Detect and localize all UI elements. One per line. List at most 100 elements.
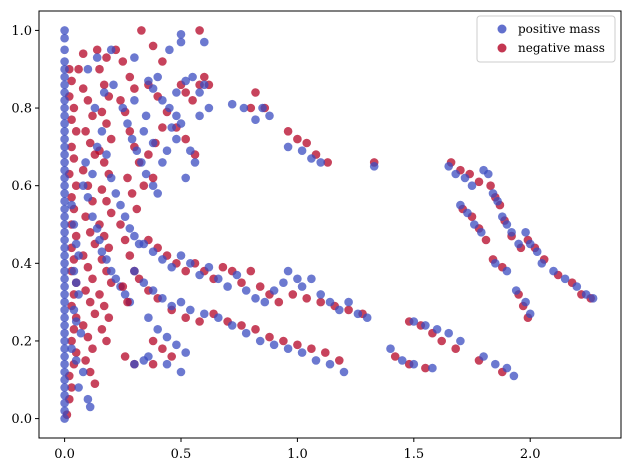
point-positive-mass xyxy=(83,394,93,404)
point-positive-mass xyxy=(335,305,344,315)
plot-frame xyxy=(38,10,622,439)
point-negative-mass xyxy=(116,220,125,229)
point-positive-mass xyxy=(60,328,69,338)
point-positive-mass xyxy=(144,313,153,323)
point-positive-mass xyxy=(167,262,176,272)
point-positive-mass xyxy=(137,158,146,167)
point-negative-mass xyxy=(125,72,135,82)
point-negative-mass xyxy=(125,127,135,136)
x-tick-label: 0.0 xyxy=(54,447,75,462)
point-positive-mass xyxy=(74,383,83,392)
point-negative-mass xyxy=(71,181,81,190)
point-positive-mass xyxy=(158,255,167,264)
point-positive-mass xyxy=(176,30,186,39)
point-negative-mass xyxy=(137,26,146,35)
point-positive-mass xyxy=(60,352,69,361)
point-positive-mass xyxy=(227,99,237,109)
point-positive-mass xyxy=(125,224,135,233)
point-negative-mass xyxy=(421,363,430,373)
point-positive-mass xyxy=(525,239,535,249)
point-positive-mass xyxy=(269,286,279,295)
point-positive-mass xyxy=(111,189,121,198)
point-positive-mass xyxy=(470,220,479,229)
point-positive-mass xyxy=(123,119,132,128)
point-positive-mass xyxy=(232,270,242,280)
point-positive-mass xyxy=(102,255,111,264)
point-positive-mass xyxy=(491,359,500,369)
point-negative-mass xyxy=(69,103,79,113)
point-positive-mass xyxy=(428,363,437,373)
legend-marker-negative-mass xyxy=(497,43,507,53)
point-positive-mass xyxy=(60,165,69,175)
y-tick-label: 0.4 xyxy=(11,257,32,272)
point-negative-mass xyxy=(74,64,83,74)
point-negative-mass xyxy=(81,356,90,365)
point-positive-mass xyxy=(153,189,162,198)
point-positive-mass xyxy=(153,72,162,82)
point-positive-mass xyxy=(60,33,69,43)
point-positive-mass xyxy=(297,348,307,357)
point-negative-mass xyxy=(321,348,330,357)
point-positive-mass xyxy=(162,359,172,369)
legend: positive mass negative mass xyxy=(476,15,616,63)
point-positive-mass xyxy=(214,274,223,284)
point-positive-mass xyxy=(176,367,186,377)
point-positive-mass xyxy=(325,297,335,307)
point-negative-mass xyxy=(78,84,88,93)
point-positive-mass xyxy=(60,181,69,190)
point-positive-mass xyxy=(95,235,104,245)
point-positive-mass xyxy=(353,309,363,319)
point-positive-mass xyxy=(130,53,139,62)
point-negative-mass xyxy=(344,305,353,315)
point-positive-mass xyxy=(92,142,102,152)
point-negative-mass xyxy=(335,356,344,365)
point-positive-mass xyxy=(60,290,69,299)
y-tick-label: 0.6 xyxy=(11,179,32,194)
point-negative-mass xyxy=(67,193,76,202)
point-positive-mass xyxy=(239,103,249,113)
point-positive-mass xyxy=(265,111,274,121)
point-positive-mass xyxy=(60,383,69,392)
point-positive-mass xyxy=(60,344,69,354)
point-positive-mass xyxy=(502,266,512,276)
point-positive-mass xyxy=(60,220,69,229)
point-positive-mass xyxy=(258,103,267,113)
point-positive-mass xyxy=(190,158,200,167)
point-positive-mass xyxy=(130,96,139,105)
point-negative-mass xyxy=(71,231,81,241)
point-negative-mass xyxy=(274,297,284,307)
point-negative-mass xyxy=(481,235,491,245)
point-positive-mass xyxy=(200,80,209,90)
point-positive-mass xyxy=(214,313,223,323)
point-negative-mass xyxy=(265,332,274,342)
point-negative-mass xyxy=(88,344,97,354)
point-negative-mass xyxy=(118,57,128,66)
point-negative-mass xyxy=(97,325,107,334)
point-positive-mass xyxy=(283,344,293,354)
point-positive-mass xyxy=(60,204,69,214)
point-positive-mass xyxy=(251,294,260,303)
point-positive-mass xyxy=(139,127,149,136)
point-negative-mass xyxy=(99,301,109,311)
point-positive-mass xyxy=(139,278,149,288)
point-negative-mass xyxy=(95,64,104,74)
point-negative-mass xyxy=(99,158,109,167)
point-negative-mass xyxy=(323,158,333,167)
point-positive-mass xyxy=(456,200,465,210)
point-negative-mass xyxy=(78,49,88,58)
point-positive-mass xyxy=(60,173,69,183)
point-negative-mass xyxy=(99,80,109,90)
point-positive-mass xyxy=(60,406,69,416)
point-positive-mass xyxy=(316,158,326,167)
point-positive-mass xyxy=(181,173,190,183)
point-positive-mass xyxy=(369,162,379,171)
point-positive-mass xyxy=(509,371,519,381)
point-negative-mass xyxy=(237,278,246,288)
point-positive-mass xyxy=(186,259,195,268)
point-negative-mass xyxy=(255,282,265,291)
point-positive-mass xyxy=(92,53,102,62)
point-negative-mass xyxy=(279,336,288,346)
point-positive-mass xyxy=(297,282,307,291)
